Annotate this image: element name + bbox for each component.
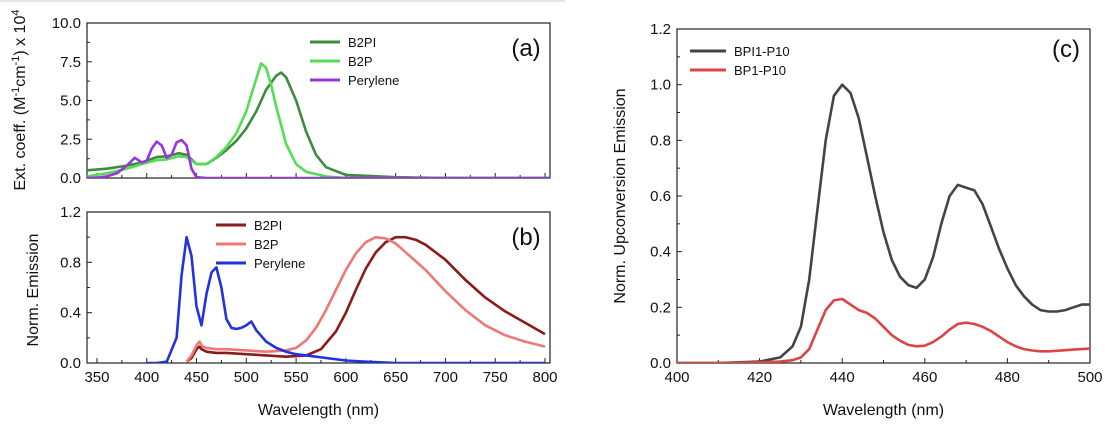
legend-a: B2PI B2P Perylene: [310, 35, 399, 88]
x-tick-label-b: 400: [134, 369, 159, 386]
x-tick-label-c: 480: [995, 369, 1020, 386]
y-tick-label-c: 0.4: [650, 244, 671, 261]
y-tick-label-b: 0.8: [60, 254, 81, 271]
legend-label: Perylene: [254, 256, 305, 271]
y-tick-label-b: 0.4: [60, 305, 81, 322]
x-tick-label-b: 750: [483, 369, 508, 386]
plot-frame-a: [86, 22, 551, 179]
y-tick-label-c: 0.0: [650, 355, 671, 372]
series-line-b-b2p: [185, 235, 546, 363]
legend-label: B2P: [254, 237, 279, 252]
panel-label-b: (b): [511, 224, 540, 251]
panel-c-upconversion-chart: 400 420 440 460 480 500 0.0 0.2 0.4 0.6 0.8 1.0 1.2 B…: [612, 21, 1103, 419]
x-tick-label-b: 650: [383, 369, 408, 386]
y-tick-label-a: 10.0: [52, 15, 81, 32]
x-tick-label-b: 600: [333, 369, 358, 386]
series-line-a-b2p: [87, 62, 550, 178]
x-tick-label-b: 500: [234, 369, 259, 386]
y-tick-label-c: 0.2: [650, 299, 671, 316]
legend-label: B2PI: [254, 218, 282, 233]
plot-frame-b: [86, 211, 551, 364]
legend-c: BPI1-P10 BP1-P10: [690, 44, 790, 78]
panel-label-a: (a): [511, 35, 540, 62]
plot-frame-c: [676, 28, 1091, 364]
legend-label: Perylene: [348, 73, 399, 88]
legend-label: BP1-P10: [734, 63, 786, 78]
y-tick-label-a: 0.0: [60, 170, 81, 187]
y-tick-label-c: 0.6: [650, 188, 671, 205]
x-tick-label-c: 440: [830, 369, 855, 386]
x-tick-label-c: 400: [664, 369, 689, 386]
series-line-b-perylene: [146, 235, 545, 363]
y-tick-label-c: 1.2: [650, 21, 671, 38]
x-tick-label-c: 460: [912, 369, 937, 386]
y-tick-label-c: 0.8: [650, 132, 671, 149]
legend-b: B2PI B2P Perylene: [216, 218, 305, 271]
x-axis-label-c: Wavelength (nm): [823, 402, 944, 419]
x-tick-label-b: 700: [433, 369, 458, 386]
y-axis-label-a: Ext. coeff. (M-1cm-1) x 104: [10, 10, 29, 191]
legend-label: B2P: [348, 54, 373, 69]
series-line-a-perylene: [87, 138, 550, 178]
x-tick-label-b: 350: [84, 369, 109, 386]
panel-a-absorption-chart: 0.0 2.5 5.0 7.5 10.0 B2PI B2P Perylene (a) Ext. c…: [10, 10, 551, 191]
y-tick-label-a: 5.0: [60, 93, 81, 110]
x-tick-label-c: 500: [1077, 369, 1102, 386]
legend-label: B2PI: [348, 35, 376, 50]
legend-label: BPI1-P10: [734, 44, 790, 59]
x-axis-label-b: Wavelength (nm): [258, 402, 379, 419]
y-axis-label-b: Norm. Emission: [25, 234, 42, 347]
x-tick-label-c: 420: [747, 369, 772, 386]
x-tick-label-b: 800: [533, 369, 558, 386]
panel-label-c: (c): [1052, 36, 1080, 63]
series-line-a-b2pi: [87, 71, 550, 178]
panel-b-emission-chart: 350 400 450 500 550 600 650 700 750 800 0.0 0.4 0.8 1…: [25, 204, 558, 419]
x-tick-label-b: 450: [184, 369, 209, 386]
series-line-c-bpi1-p10: [677, 83, 1090, 363]
series-line-b-b2pi: [185, 235, 546, 363]
y-tick-label-a: 2.5: [60, 131, 81, 148]
y-tick-label-c: 1.0: [650, 77, 671, 94]
y-tick-label-b: 0.0: [60, 355, 81, 372]
y-tick-label-b: 1.2: [60, 204, 81, 221]
x-tick-label-b: 550: [284, 369, 309, 386]
y-tick-label-a: 7.5: [60, 54, 81, 71]
series-line-c-bp1-p10: [677, 297, 1090, 363]
y-axis-label-c: Norm. Upconversion Emission: [612, 88, 629, 303]
